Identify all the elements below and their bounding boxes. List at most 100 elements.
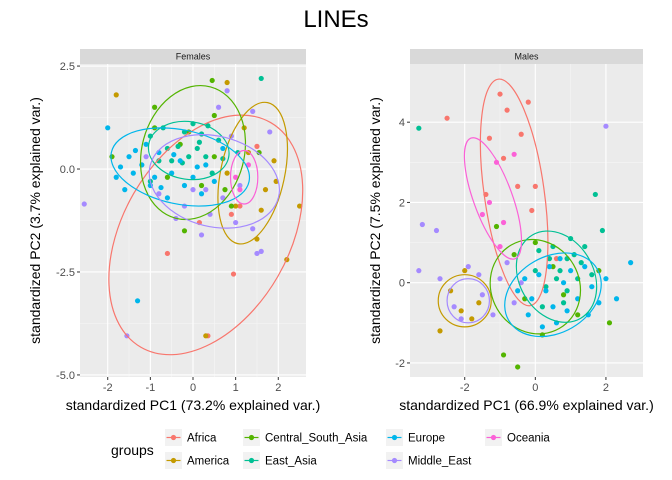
point-america — [113, 92, 119, 98]
point-africa — [532, 183, 538, 189]
point-europe — [525, 312, 531, 318]
point-europe — [628, 260, 634, 266]
point-africa — [515, 183, 521, 189]
point-america — [233, 203, 239, 209]
point-america — [437, 328, 443, 334]
legend-item-america: America — [165, 452, 230, 469]
point-europe — [515, 288, 521, 294]
point-america — [224, 170, 230, 176]
grid-lines — [80, 64, 306, 377]
point-middle-east — [143, 154, 149, 160]
legend-key-point — [490, 434, 497, 441]
point-middle-east — [504, 260, 510, 266]
legend-key-point — [170, 457, 177, 464]
ellipse-middle-east — [446, 278, 491, 324]
point-central-south-asia — [109, 154, 115, 160]
point-africa — [518, 131, 524, 137]
y-axis-ticks: -2 0 2 4 — [395, 117, 410, 370]
point-middle-east — [451, 304, 457, 310]
point-middle-east — [254, 250, 260, 257]
point-europe — [171, 152, 177, 158]
point-middle-east — [224, 88, 230, 94]
point-america — [258, 207, 264, 213]
point-america — [297, 203, 303, 209]
legend-key-point — [170, 434, 177, 441]
point-central-south-asia — [211, 112, 217, 119]
legend-key-point — [248, 434, 255, 441]
point-central-south-asia — [560, 292, 567, 298]
point-east-asia — [532, 268, 538, 274]
ellipse-layer — [437, 78, 602, 338]
point-east-asia — [553, 276, 560, 282]
point-europe — [194, 164, 200, 170]
point-middle-east — [497, 276, 503, 282]
point-middle-east — [433, 227, 440, 234]
point-europe — [143, 141, 149, 147]
x-tick-label: 0 — [190, 382, 196, 394]
x-tick-label: -2 — [103, 382, 113, 394]
legend-item-oceania: Oceania — [485, 429, 550, 446]
x-axis-ticks: -2 -1 0 1 2 — [103, 377, 281, 394]
point-central-south-asia — [164, 174, 171, 180]
point-europe — [522, 276, 528, 282]
point-east-asia — [539, 304, 545, 310]
y-axis-ticks: -5.0 -2.5 0.0 2.5 — [56, 61, 80, 382]
point-africa — [237, 203, 243, 209]
point-africa — [486, 135, 493, 141]
point-middle-east — [215, 104, 222, 110]
point-middle-east — [267, 129, 273, 135]
x-tick-label: 2 — [275, 382, 281, 394]
point-europe — [211, 178, 217, 184]
point-middle-east — [156, 191, 162, 197]
point-europe — [190, 174, 196, 180]
point-middle-east — [419, 221, 425, 228]
point-central-south-asia — [256, 149, 262, 156]
y-tick-label: 4 — [399, 117, 405, 129]
point-america — [203, 333, 209, 339]
legend-item-middle-east: Middle_East — [386, 452, 472, 469]
y-tick-label: 0.0 — [60, 164, 75, 176]
point-europe — [198, 191, 205, 197]
legend-label: Oceania — [507, 433, 550, 445]
point-middle-east — [437, 276, 443, 282]
point-europe — [181, 182, 188, 189]
legend-item-africa: Africa — [165, 429, 217, 446]
grid-lines — [410, 64, 643, 377]
point-layer — [416, 91, 634, 370]
strip-background — [410, 49, 643, 64]
point-middle-east — [416, 268, 422, 274]
point-east-asia — [203, 154, 209, 160]
point-europe — [134, 298, 141, 304]
ellipse-oceania — [229, 149, 259, 205]
point-america — [469, 316, 475, 322]
point-middle-east — [465, 264, 471, 270]
point-middle-east — [181, 203, 188, 209]
y-tick-label: -2 — [395, 358, 405, 370]
point-europe — [568, 268, 574, 274]
point-middle-east — [603, 123, 609, 129]
legend-title: groups — [111, 442, 154, 458]
point-middle-east — [81, 201, 87, 207]
point-central-south-asia — [198, 182, 205, 189]
point-europe — [564, 308, 570, 314]
x-tick-label: 2 — [603, 382, 609, 394]
point-oceania — [233, 174, 239, 180]
point-east-asia — [582, 243, 588, 250]
ellipse-africa — [479, 78, 549, 307]
point-east-asia — [416, 125, 422, 131]
point-east-asia — [156, 158, 162, 164]
point-east-asia — [196, 139, 202, 145]
strip-background — [80, 49, 306, 64]
point-europe — [582, 264, 588, 270]
point-central-south-asia — [575, 312, 581, 318]
point-central-south-asia — [209, 77, 215, 84]
legend-key-point — [391, 434, 398, 441]
point-east-asia — [578, 260, 584, 266]
ellipse-africa — [108, 114, 304, 356]
point-europe — [589, 284, 595, 290]
point-europe — [546, 264, 553, 270]
point-africa — [497, 91, 503, 97]
y-tick-label: 2.5 — [60, 61, 75, 73]
point-east-asia — [175, 143, 181, 149]
